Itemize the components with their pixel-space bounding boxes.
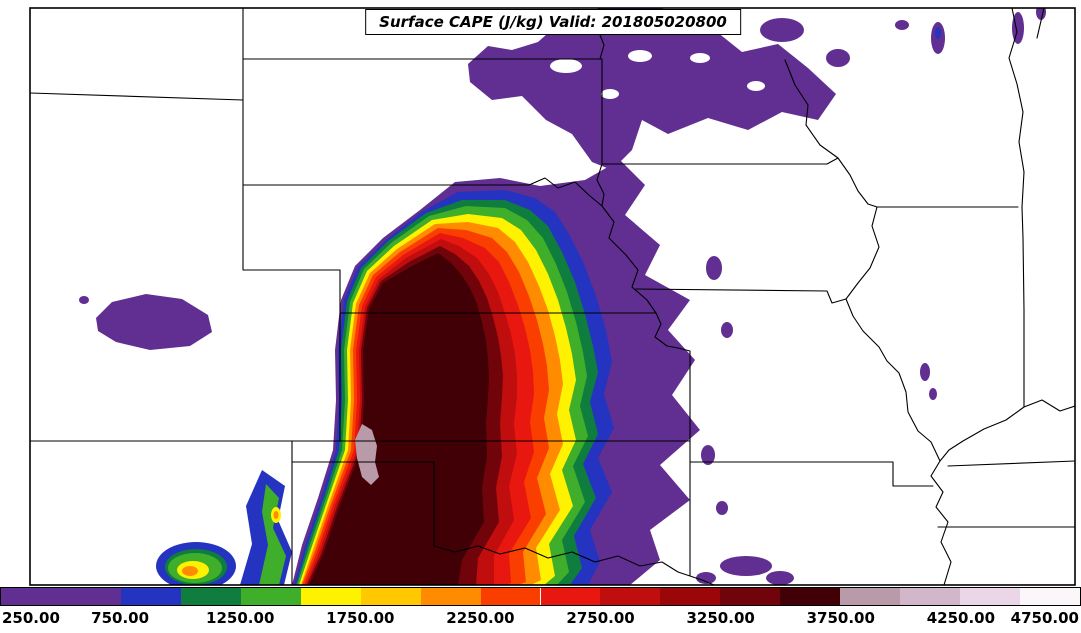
colorbar-tick-2250.00: 2250.00	[446, 609, 515, 627]
colorbar-tick-2750.00: 2750.00	[566, 609, 635, 627]
colorbar-segment-3	[240, 588, 301, 605]
colorbar-tick-4250.00: 4250.00	[926, 609, 996, 627]
colorbar-segment-13	[840, 588, 901, 605]
colorbar-tick-3750.00: 3750.00	[806, 609, 875, 627]
cape-speck	[920, 363, 930, 381]
cape-speck	[760, 18, 804, 42]
cape-speck	[716, 501, 728, 515]
cape-speck	[744, 51, 760, 63]
colorbar-segment-2	[180, 588, 241, 605]
cape-speck	[701, 445, 715, 465]
colorbar-tick-1750.00: 1750.00	[326, 609, 395, 627]
cape-speck	[79, 296, 89, 304]
colorbar-segment-11	[720, 588, 781, 605]
cape-speck	[935, 27, 941, 39]
state-borders	[30, 8, 1075, 585]
cape-blob-west-purple	[96, 294, 212, 350]
colorbar-segment-10	[660, 588, 721, 605]
colorbar-tick-1250.00: 1250.00	[206, 609, 275, 627]
band-gap	[690, 53, 710, 63]
cape-speck	[696, 572, 716, 584]
colorbar-tick-3250.00: 3250.00	[686, 609, 755, 627]
cape-contour-field	[79, 8, 1046, 585]
colorbar-segment-16	[1020, 588, 1080, 605]
colorbar-segment-12	[780, 588, 841, 605]
colorbar-segment-1	[120, 588, 181, 605]
band-gap	[747, 81, 765, 91]
colorbar-segment-0	[1, 588, 121, 605]
colorbar-tick-750.00: 750.00	[91, 609, 150, 627]
cape-bullseye-orange	[182, 566, 198, 576]
cape-speck	[1036, 8, 1046, 20]
cape-speck	[721, 322, 733, 338]
colorbar-segment-7	[480, 588, 541, 605]
colorbar-segment-15	[960, 588, 1021, 605]
band-gap	[628, 50, 652, 62]
colorbar-segment-4	[300, 588, 361, 605]
cape-band-nearblack	[309, 253, 489, 585]
cape-band-top-purple	[468, 8, 836, 170]
cape-streak-orange-dot	[273, 511, 279, 519]
map-title: Surface CAPE (J/kg) Valid: 201805020800	[379, 13, 727, 31]
colorbar-tick-4750.00: 4750.00	[1010, 609, 1079, 627]
cape-speck	[706, 256, 722, 280]
colorbar-segment-5	[360, 588, 421, 605]
cape-speck	[720, 556, 772, 576]
cape-speck	[929, 388, 937, 400]
map-frame	[29, 7, 1076, 586]
cape-speck	[766, 571, 794, 585]
colorbar	[0, 587, 1081, 606]
map-title-box: Surface CAPE (J/kg) Valid: 201805020800	[365, 9, 741, 35]
cape-streak-green	[259, 484, 286, 585]
colorbar-segment-6	[420, 588, 481, 605]
colorbar-segment-8	[540, 588, 601, 605]
colorbar-segment-14	[900, 588, 961, 605]
colorbar-ticks: 250.00 750.00 1250.00 1750.00 2250.00 2750.00…	[0, 609, 1081, 631]
colorbar-tick-250.00: 250.00	[2, 609, 60, 627]
colorbar-segment-9	[600, 588, 661, 605]
cape-speck	[895, 20, 909, 30]
cape-speck	[826, 49, 850, 67]
band-gap	[550, 59, 582, 73]
band-gap	[601, 89, 619, 99]
cape-core-gray-pocket	[355, 424, 379, 485]
